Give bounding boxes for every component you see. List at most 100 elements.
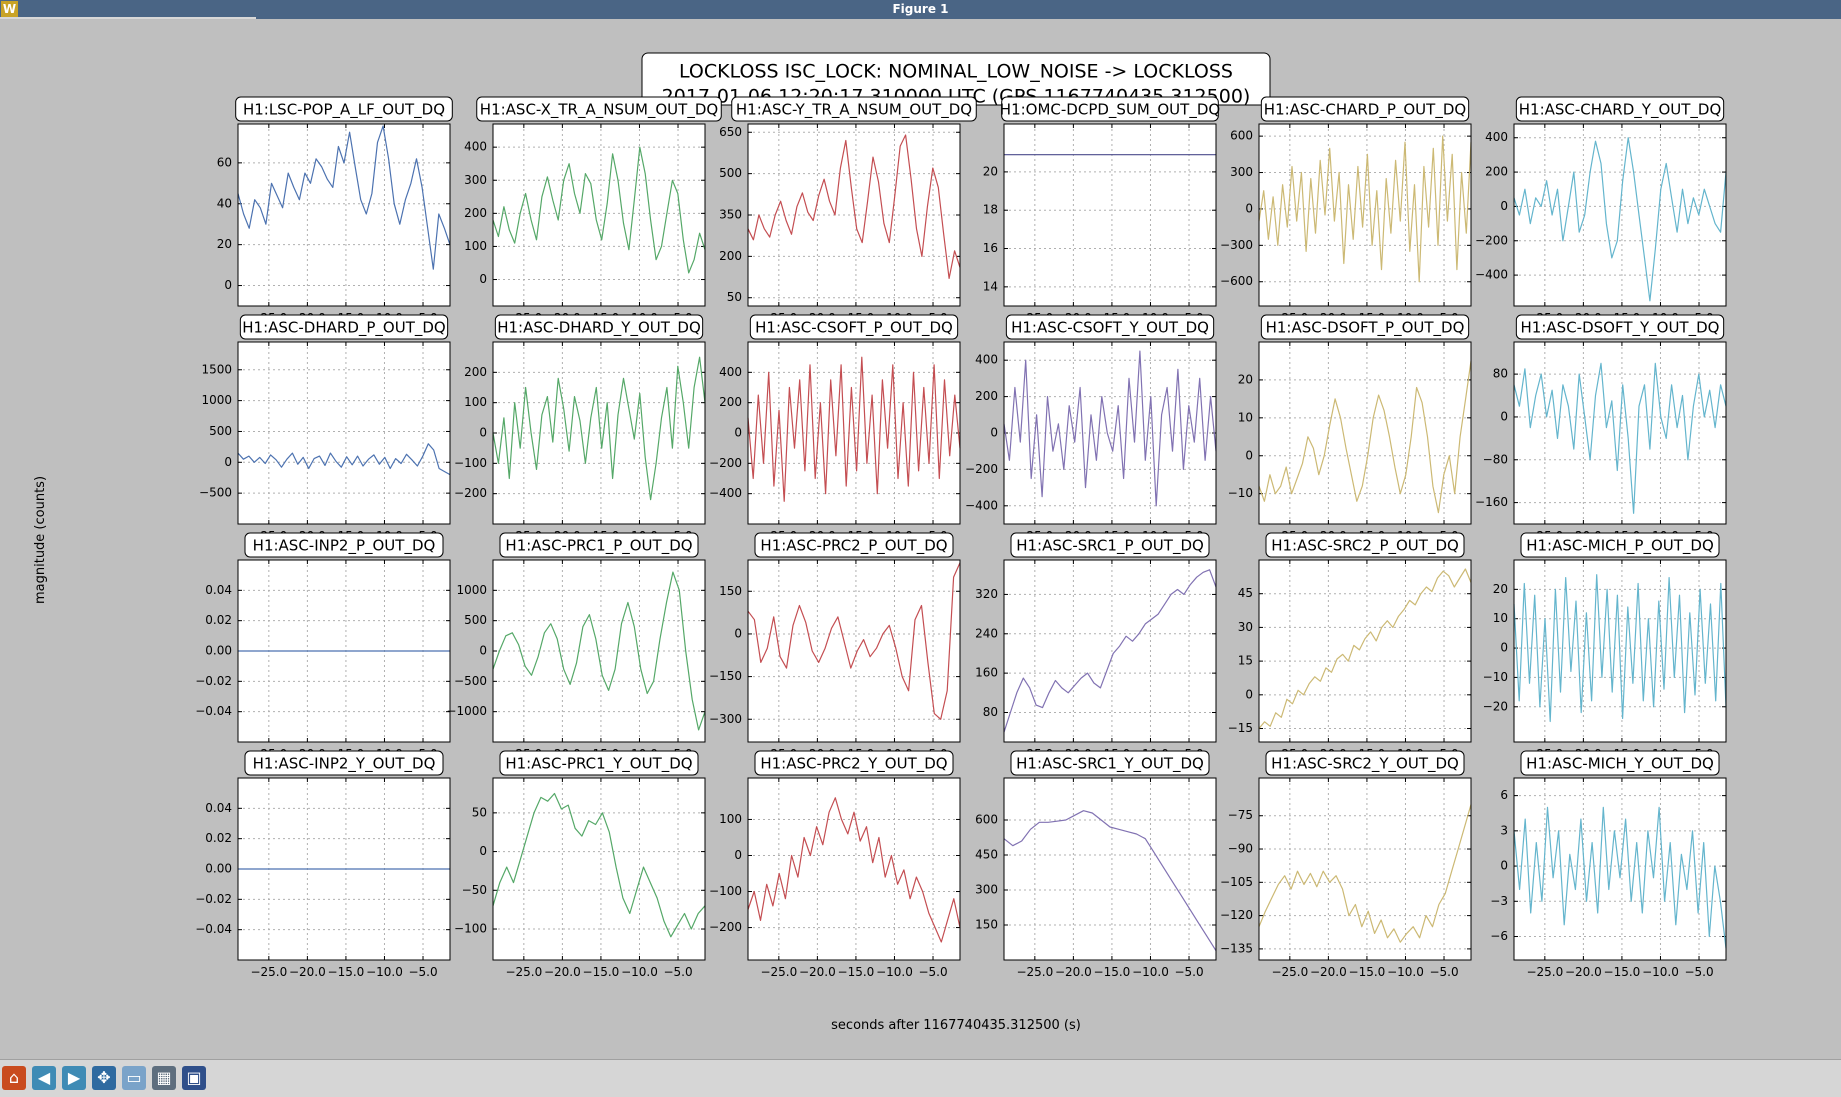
subplot-title-box	[1515, 314, 1725, 340]
y-tick-label: −200	[709, 920, 742, 934]
zoom-button[interactable]: ▭	[122, 1066, 146, 1090]
app-icon[interactable]: W	[1, 1, 18, 17]
window-titlebar[interactable]: W Figure 1	[0, 0, 1841, 19]
subplot-title-box	[1005, 314, 1215, 340]
save-button[interactable]: ▣	[182, 1066, 206, 1090]
y-tick-label: −15	[1228, 721, 1253, 735]
x-tick-label: −25.0	[1526, 965, 1563, 979]
subplot-title: H1:ASC-PRC2_P_OUT_DQ	[760, 537, 947, 556]
subplot-20: −25.0 −20.0 −15.0 −10.0 −5.0 −100 −50 0 50 H1:ASC…	[454, 750, 706, 979]
subplot-8: −25.0−20.0−15.0−10.0−5.0−200−1000100200H…	[454, 314, 706, 543]
subplot-title: H1:ASC-Y_TR_A_NSUM_OUT_DQ	[736, 101, 972, 120]
y-tick-label: −120	[1220, 908, 1253, 922]
plot-area	[238, 342, 450, 524]
back-button[interactable]: ◀	[32, 1066, 56, 1090]
subplot-18: −25.0−20.0−15.0−10.0−5.0−20−1001020H1:AS…	[1483, 532, 1727, 761]
y-tick-label: 100	[464, 239, 487, 253]
y-tick-label: −75	[1228, 808, 1253, 822]
subplot-title-box	[235, 96, 453, 122]
y-tick-label: −400	[709, 486, 742, 500]
x-tick-label: −25.0	[505, 965, 542, 979]
y-tick-label: 0.00	[205, 644, 232, 658]
axes-frame	[1258, 341, 1472, 525]
subplot-title-box	[754, 532, 954, 558]
forward-button[interactable]: ▶	[62, 1066, 86, 1090]
configure-button[interactable]: ▦	[152, 1066, 176, 1090]
x-tick-label: −5.0	[663, 965, 692, 979]
subplot-19: −25.0 −20.0 −15.0 −10.0 −5.0 −0.04 −0.02 0.00 0.…	[195, 750, 451, 979]
series-line	[747, 797, 961, 943]
plot-area	[1514, 778, 1726, 960]
y-tick-label: 0	[1500, 199, 1508, 213]
y-tick-label: 0	[224, 278, 232, 292]
axes-frame	[1513, 777, 1727, 961]
subplot-21: −25.0 −20.0 −15.0 −10.0 −5.0 −200 −100 0 100 H1:A…	[709, 750, 961, 979]
series-line	[1513, 362, 1727, 514]
series-line	[1513, 806, 1727, 949]
navigation-toolbar: ⌂ ◀ ▶ ✥ ▭ ▦ ▣	[0, 1059, 1841, 1097]
axes-frame	[1003, 559, 1217, 743]
y-tick-label: −0.04	[195, 704, 232, 718]
subplot-1: −25.0−20.0−15.0−10.0−5.00204060H1:LSC-PO…	[217, 96, 453, 325]
x-tick-label: −10.0	[1642, 965, 1679, 979]
y-tick-label: 1500	[201, 362, 232, 376]
series-line	[1003, 569, 1217, 733]
pan-button[interactable]: ✥	[92, 1066, 116, 1090]
subplot-title-box	[1520, 750, 1720, 776]
y-tick-label: 0	[479, 426, 487, 440]
subplot-title: H1:ASC-CHARD_P_OUT_DQ	[1264, 101, 1466, 120]
subplot-title-box	[476, 96, 722, 122]
subplot-10: −25.0−20.0−15.0−10.0−5.0−400−2000200400H…	[965, 314, 1217, 543]
y-tick-label: 300	[464, 173, 487, 187]
home-button[interactable]: ⌂	[2, 1066, 26, 1090]
subplot-2: −25.0−20.0−15.0−10.0−5.00100200300400H1:…	[464, 96, 722, 325]
axes-frame	[1258, 559, 1472, 743]
subplot-23: −25.0 −20.0 −15.0 −10.0 −5.0 −135 −120 −105 −90 −…	[1220, 750, 1472, 979]
y-tick-label: −0.02	[195, 674, 232, 688]
zoom-rect-icon: ▭	[126, 1068, 142, 1087]
y-tick-label: 0	[1245, 201, 1253, 215]
series-line	[1513, 137, 1727, 302]
y-tick-label: 80	[983, 705, 998, 719]
axes-frame	[492, 559, 706, 743]
x-tick-label: −15.0	[1094, 965, 1131, 979]
y-tick-label: 0	[224, 455, 232, 469]
y-tick-label: −3	[1490, 894, 1508, 908]
y-tick-label: −160	[1475, 495, 1508, 509]
subplot-title-box	[1265, 532, 1465, 558]
y-tick-label: −105	[1220, 875, 1253, 889]
y-tick-label: −400	[965, 498, 998, 512]
y-tick-label: 0	[1500, 409, 1508, 423]
subplot-title-box	[1010, 532, 1210, 558]
y-tick-label: 300	[1230, 165, 1253, 179]
plot-area	[493, 778, 705, 960]
series-line	[492, 792, 706, 938]
axes-frame	[492, 777, 706, 961]
y-tick-label: −0.02	[195, 892, 232, 906]
subplot-12: −25.0−20.0−15.0−10.0−5.0−160−80080H1:ASC…	[1475, 314, 1727, 543]
y-tick-label: 450	[975, 848, 998, 862]
y-tick-label: 0.04	[205, 583, 232, 597]
y-tick-label: 0	[1500, 859, 1508, 873]
y-tick-label: 16	[983, 241, 998, 255]
x-tick-label: −10.0	[876, 965, 913, 979]
back-arrow-icon: ◀	[37, 1068, 51, 1087]
subplot-title: H1:ASC-CSOFT_P_OUT_DQ	[755, 319, 953, 338]
y-tick-label: 0	[1500, 641, 1508, 655]
y-tick-label: −100	[454, 922, 487, 936]
subplot-title-box	[499, 532, 699, 558]
y-tick-label: 50	[727, 290, 742, 304]
x-tick-label: −15.0	[1604, 965, 1641, 979]
subplot-15: −25.0−20.0−15.0−10.0−5.0−300−1500150H1:A…	[709, 532, 961, 761]
plot-area	[1259, 778, 1471, 960]
y-tick-label: 40	[217, 196, 232, 210]
y-tick-label: 18	[983, 203, 998, 217]
x-tick-label: −25.0	[250, 965, 287, 979]
axes-frame	[1513, 559, 1727, 743]
y-tick-label: 0.00	[205, 862, 232, 876]
series-line	[492, 571, 706, 731]
subplot-title-box	[1520, 532, 1720, 558]
axes-frame	[492, 341, 706, 525]
x-tick-label: −20.0	[544, 965, 581, 979]
y-tick-label: −6	[1490, 929, 1508, 943]
